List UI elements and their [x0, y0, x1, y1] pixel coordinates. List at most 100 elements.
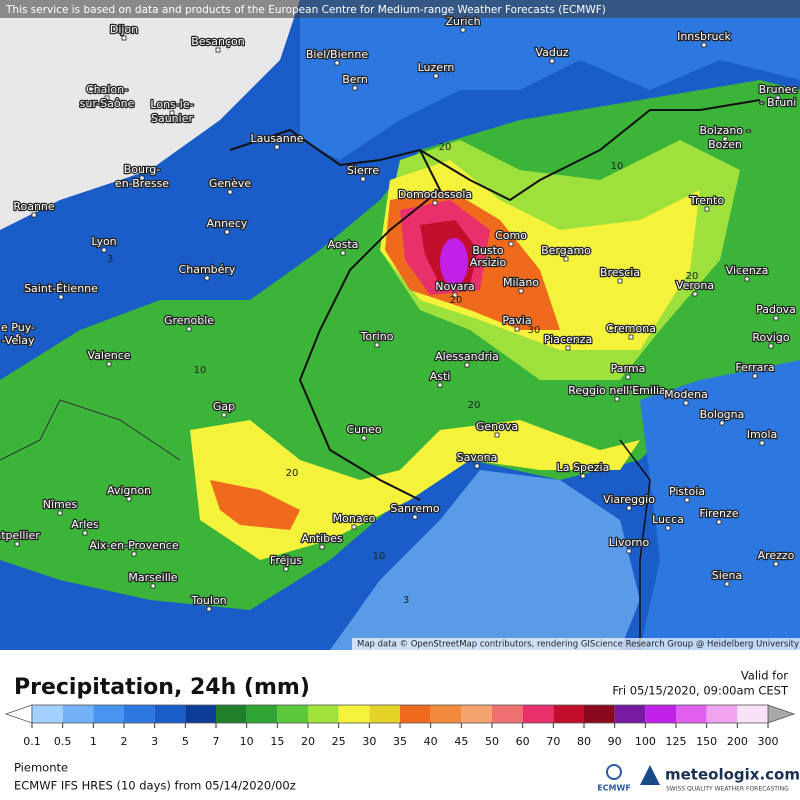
city-label: Genève: [209, 177, 252, 190]
colorbar-segment: [645, 705, 676, 723]
city-label: Busto: [472, 244, 504, 257]
city-dot: [334, 60, 340, 66]
notice: This service is based on data and produc…: [5, 4, 606, 16]
colorbar-tick-label: 70: [546, 735, 560, 748]
colorbar-tick-label: 90: [608, 735, 622, 748]
city-label: Rovigo: [752, 331, 789, 344]
city-label: Sierre: [347, 164, 379, 177]
colorbar-tick-label: 30: [362, 735, 376, 748]
city-dot: [716, 519, 722, 525]
colorbar-tick-label: 15: [270, 735, 284, 748]
city-label: Imola: [747, 428, 778, 441]
city-label: Lons-le-: [150, 98, 193, 111]
map: Map data © OpenStreetMap contributors, r…: [0, 0, 800, 650]
city-dot: [563, 256, 569, 262]
city-label: Antibes: [301, 532, 343, 545]
city-label: Annecy: [207, 217, 248, 230]
city-label: Domodossola: [398, 188, 472, 201]
city-dot: [227, 189, 233, 195]
border: [619, 439, 651, 650]
city-label: Grenoble: [164, 314, 214, 327]
city-label: Verona: [676, 279, 714, 292]
city-dot: [360, 176, 366, 182]
colorbar-tick-label: 2: [121, 735, 128, 748]
city-dot: [121, 35, 127, 41]
colorbar-under: [4, 704, 33, 724]
city-label: Firenze: [699, 507, 738, 520]
city-dot: [101, 247, 107, 253]
colorbar-tick-label: 7: [213, 735, 220, 748]
colorbar-tick-label: 5: [182, 735, 189, 748]
city-label: e Puy-: [1, 321, 35, 334]
city-dot: [752, 373, 758, 379]
colorbar-tick-label: 60: [516, 735, 530, 748]
city-dot: [340, 250, 346, 256]
city-label: Torino: [360, 330, 394, 343]
colorbar-tick-label: 125: [666, 735, 687, 748]
blue-area: [300, 0, 800, 160]
city-label: Biel/Bienne: [306, 48, 368, 61]
border: [419, 99, 761, 202]
city-label: Pavia: [502, 314, 531, 327]
colorbar-tick-label: 100: [635, 735, 656, 748]
colorbar-tick-label: 150: [696, 735, 717, 748]
orange-area: [210, 480, 300, 530]
city-dot: [768, 343, 774, 349]
city-label: La Spezia: [557, 461, 610, 474]
city-label: Lucca: [652, 513, 684, 526]
city-label: Saunier: [151, 112, 193, 125]
city-dot: [206, 606, 212, 612]
city-label: Dijon: [110, 23, 138, 36]
city-label: Arsizio: [470, 256, 507, 269]
city-dot: [744, 276, 750, 282]
east-area: [640, 360, 800, 650]
city-label: Roanne: [13, 200, 55, 213]
city-dot: [274, 144, 280, 150]
city-dot: [437, 382, 443, 388]
contour-label: 20: [439, 142, 452, 153]
city-dot: [724, 581, 730, 587]
city-dot: [508, 241, 514, 247]
attribution: Map data © OpenStreetMap contributors, r…: [357, 640, 799, 650]
colorbar-segment: [553, 705, 584, 723]
colorbar-tick-label: 300: [758, 735, 779, 748]
city-label: Arezzo: [758, 549, 795, 562]
valid-time: Fri 05/15/2020, 09:00am CEST: [612, 684, 789, 698]
city-dot: [139, 175, 145, 181]
city-dot: [351, 524, 357, 530]
city-label: Gap: [213, 400, 235, 413]
city-dot: [485, 256, 491, 262]
city-dot: [169, 110, 175, 116]
colorbar-tick-label: 45: [454, 735, 468, 748]
city-label: Ferrara: [735, 361, 774, 374]
city-label: Lausanne: [250, 132, 303, 145]
attribution-bg: [352, 638, 800, 650]
brand-icon: [640, 765, 660, 785]
city-label: Cuneo: [346, 423, 381, 436]
city-label: Cremona: [606, 322, 656, 335]
city-label: Vaduz: [535, 46, 568, 59]
colorbar-segment: [216, 705, 247, 723]
city-label: Parma: [611, 362, 646, 375]
colorbar-tick-label: 1: [90, 735, 97, 748]
city-label: Bern: [342, 73, 368, 86]
city-label: Bourg-: [124, 163, 161, 176]
city-dot: [82, 530, 88, 536]
contour-label: 3: [403, 595, 409, 606]
colorbar-segment: [338, 705, 370, 723]
contour-label: 10: [611, 161, 624, 172]
colorbar-segment: [154, 705, 186, 723]
city-dot: [352, 85, 358, 91]
colorbar-tick-label: 35: [393, 735, 407, 748]
city-label: Trento: [689, 194, 724, 207]
colorbar-segment: [124, 705, 155, 723]
city-dot: [374, 342, 380, 348]
colorbar-segment: [62, 705, 94, 723]
city-label: Reggio nell'Emilia: [568, 384, 666, 397]
city-dot: [494, 432, 500, 438]
city-label: - Bruni: [760, 96, 797, 109]
city-label: Nîmes: [43, 498, 78, 511]
city-label: Brunec: [759, 83, 798, 96]
